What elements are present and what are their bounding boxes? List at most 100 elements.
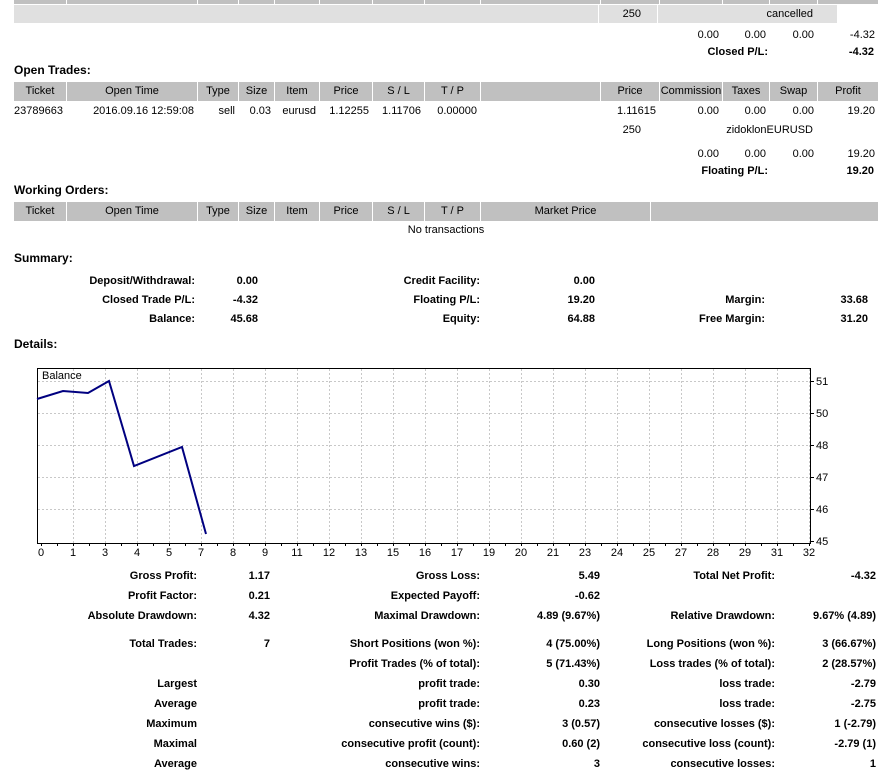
cell: Equity: bbox=[442, 313, 480, 325]
summary-row: Deposit/Withdrawal: 0.00 Credit Facility: 0… bbox=[14, 272, 868, 291]
y-tick-label: 45 bbox=[816, 536, 828, 548]
cell: 1.17 bbox=[248, 570, 270, 582]
closed-trades-header-fragment bbox=[14, 0, 878, 4]
x-tick-label: 1 bbox=[70, 547, 76, 559]
cell: Profit Trades (% of total): bbox=[349, 658, 480, 670]
x-tick-label: 31 bbox=[771, 547, 783, 559]
stats-row: Maximal consecutive profit (count): 0.60 (… bbox=[14, 734, 876, 754]
cell bbox=[197, 654, 270, 674]
y-tick-label: 51 bbox=[816, 376, 828, 388]
x-tick-label: 32 bbox=[803, 547, 815, 559]
cell: Open Time bbox=[67, 82, 197, 101]
cell: loss trade: bbox=[719, 678, 775, 690]
cell: 31.20 bbox=[840, 313, 868, 325]
cell: 0.00 bbox=[573, 275, 595, 287]
cell bbox=[14, 0, 66, 4]
cell: Deposit/Withdrawal: bbox=[89, 275, 195, 287]
cell: Closed Trade P/L: bbox=[102, 294, 195, 306]
x-tick-label: 7 bbox=[198, 547, 204, 559]
cell bbox=[723, 0, 769, 4]
cell: Ticket bbox=[14, 202, 66, 221]
cell: Margin: bbox=[725, 294, 765, 306]
x-tick-label: 9 bbox=[262, 547, 268, 559]
cell bbox=[320, 0, 372, 4]
cell: S / L bbox=[373, 202, 424, 221]
cell: S / L bbox=[373, 82, 424, 101]
cell: 0.00 bbox=[792, 29, 814, 41]
cell: Long Positions (won %): bbox=[646, 638, 775, 650]
summary-row: Balance: 45.68 Equity: 64.88 Free Margin: 31.… bbox=[14, 310, 868, 329]
cell: loss trade: bbox=[719, 698, 775, 710]
cell: Credit Facility: bbox=[403, 275, 480, 287]
cell: consecutive profit (count): bbox=[341, 738, 480, 750]
cell: 1.11615 bbox=[617, 105, 656, 117]
x-tick-label: 13 bbox=[355, 547, 367, 559]
cell: 5.49 bbox=[578, 570, 600, 582]
cell: Price bbox=[601, 82, 659, 101]
cell: consecutive losses: bbox=[670, 758, 775, 770]
no-transactions-message: No transactions bbox=[407, 224, 485, 236]
cell: Profit bbox=[818, 82, 878, 101]
cell bbox=[197, 734, 270, 754]
cell: Taxes bbox=[723, 82, 769, 101]
cell bbox=[14, 27, 659, 44]
cell: 0.03 bbox=[249, 105, 271, 117]
cell: 0.60 (2) bbox=[562, 738, 600, 750]
cell: 9.67% (4.89) bbox=[813, 610, 876, 622]
cell: Item bbox=[275, 202, 319, 221]
cell bbox=[660, 0, 722, 4]
cell: -4.32 bbox=[849, 29, 875, 41]
cell: T / P bbox=[425, 82, 480, 101]
open-totals-row: 0.00 0.00 0.00 19.20 bbox=[14, 146, 878, 163]
cell: Open Time bbox=[67, 202, 197, 221]
balance-chart: 51 50 48 47 46 45 0 1 3 4 5 7 8 9 11 12 13 15 16 17 19 20 21 23… bbox=[0, 360, 892, 560]
cell bbox=[601, 0, 659, 4]
cell bbox=[14, 654, 197, 674]
cell: 0.30 bbox=[578, 678, 600, 690]
cell bbox=[197, 694, 270, 714]
cell: consecutive wins ($): bbox=[368, 718, 480, 730]
cell bbox=[197, 754, 270, 774]
cell bbox=[275, 0, 319, 4]
cell bbox=[600, 586, 775, 606]
cell bbox=[775, 586, 876, 606]
cell bbox=[373, 0, 424, 4]
cell: profit trade: bbox=[418, 678, 480, 690]
cell: 1 (-2.79) bbox=[834, 718, 876, 730]
cell: consecutive wins: bbox=[385, 758, 480, 770]
cell bbox=[14, 146, 659, 163]
open-trade-comment-row: 250 zidoklonEURUSD bbox=[14, 122, 878, 139]
details-section-title: Details: bbox=[14, 337, 58, 351]
cell: 0.00 bbox=[792, 105, 814, 117]
x-tick-label: 12 bbox=[323, 547, 335, 559]
order-price-cell: 250 bbox=[599, 5, 657, 23]
cell: 0.21 bbox=[248, 590, 270, 602]
cell bbox=[14, 5, 598, 23]
cell: 0.00000 bbox=[437, 105, 477, 117]
cell: Size bbox=[239, 82, 274, 101]
cell: T / P bbox=[425, 202, 480, 221]
floating-pl-label: Floating P/L: bbox=[701, 165, 768, 177]
cell bbox=[197, 714, 270, 734]
cell bbox=[818, 0, 878, 4]
x-tick-label: 25 bbox=[643, 547, 655, 559]
cell: Average bbox=[153, 758, 197, 770]
x-tick-label: 16 bbox=[419, 547, 431, 559]
cell: -0.62 bbox=[574, 590, 600, 602]
cell: Free Margin: bbox=[698, 313, 765, 325]
cell bbox=[769, 44, 816, 61]
cell: Gross Loss: bbox=[415, 570, 480, 582]
stats-row: Gross Profit: 1.17 Gross Loss: 5.49 Total Ne… bbox=[14, 566, 876, 586]
cell: 3 (0.57) bbox=[562, 718, 600, 730]
summary-section-title: Summary: bbox=[14, 251, 73, 265]
cell: Relative Drawdown: bbox=[670, 610, 775, 622]
cell bbox=[595, 272, 765, 291]
cell bbox=[481, 82, 600, 101]
cell: Price bbox=[320, 82, 372, 101]
plot-border bbox=[37, 368, 811, 544]
stats-row: Total Trades: 7 Short Positions (won %): 4 … bbox=[14, 634, 876, 654]
cell: 64.88 bbox=[567, 313, 595, 325]
cell: Maximal Drawdown: bbox=[374, 610, 480, 622]
